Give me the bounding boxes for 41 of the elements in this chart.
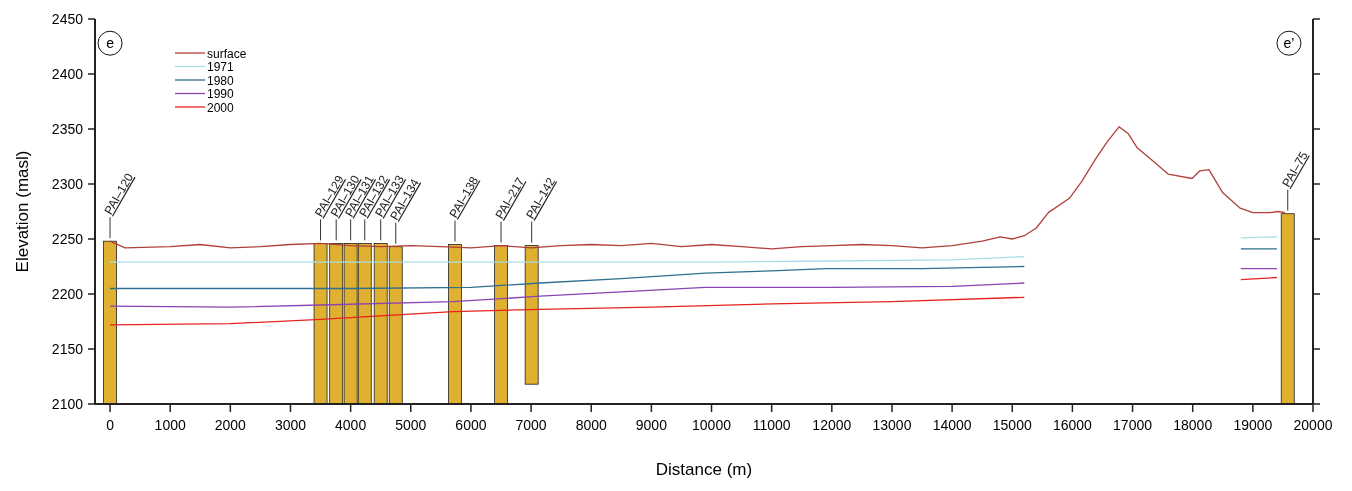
x-tick-label: 3000	[274, 417, 307, 433]
x-tick-label: 5000	[395, 417, 427, 433]
x-tick-label: 6000	[455, 417, 487, 433]
bar	[524, 245, 539, 385]
legend-label: 2000	[207, 100, 235, 115]
annotation: e’	[1283, 35, 1295, 52]
x-tick-label: 12000	[812, 417, 852, 433]
x-tick-label: 17000	[1113, 417, 1153, 433]
x-tick-label: 16000	[1052, 417, 1093, 433]
x-tick-label: 19000	[1233, 417, 1273, 433]
x-tick-label: 0	[106, 417, 115, 433]
y-tick-label: 2350	[51, 121, 84, 137]
legend-label: surface	[207, 46, 247, 61]
y-tick-label: 2300	[51, 176, 84, 192]
x-tick-label: 4000	[335, 417, 367, 433]
x-tick-label: 13000	[872, 417, 912, 433]
x-tick-label: 11000	[752, 417, 791, 433]
y-tick-label: 2250	[51, 231, 84, 247]
x-tick-label: 1000	[154, 417, 186, 433]
y-tick-label: 2100	[51, 396, 84, 412]
legend-label: 1990	[207, 87, 235, 101]
x-tick-label: 9000	[635, 417, 668, 433]
x-tick-label: 7000	[515, 417, 547, 433]
y-tick-label: 2400	[51, 66, 84, 82]
circled-letter: e	[97, 30, 123, 56]
x-tick-label: 8000	[575, 417, 607, 433]
y-tick-label: 2200	[51, 286, 84, 302]
y-axis-title: Elevation (masl)	[13, 150, 32, 273]
x-tick-label: 18000	[1173, 417, 1213, 433]
x-tick-label: 10000	[692, 417, 732, 433]
annotation: e	[106, 35, 115, 52]
x-tick-label: 20000	[1293, 417, 1333, 433]
y-tick-label: 2450	[51, 11, 84, 27]
x-tick-label: 15000	[992, 417, 1032, 433]
circled-letter: e’	[1276, 30, 1302, 56]
x-tick-label: 14000	[932, 417, 972, 433]
y-tick-label: 2150	[51, 341, 84, 357]
legend-label: 1971	[207, 60, 235, 74]
legend-label: 1980	[207, 73, 235, 88]
x-tick-label: 2000	[214, 417, 247, 433]
x-axis-title: Distance (m)	[655, 460, 753, 479]
